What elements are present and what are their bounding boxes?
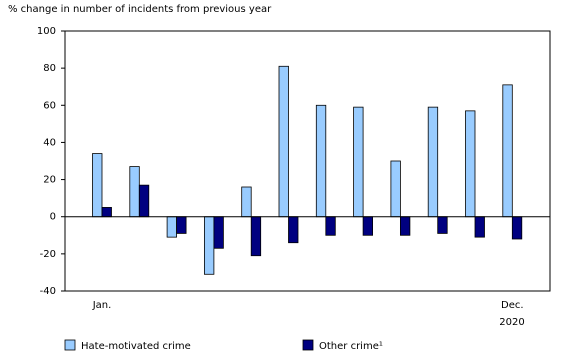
bar	[176, 216, 187, 234]
bar	[203, 216, 215, 275]
bar	[511, 216, 523, 240]
bar	[502, 84, 513, 218]
bar	[353, 106, 364, 218]
bar	[362, 216, 374, 236]
bar	[474, 216, 485, 238]
x-tick-label: Jan.	[92, 300, 112, 311]
bar	[101, 207, 112, 218]
bar	[166, 216, 178, 238]
bar	[325, 216, 336, 236]
bar	[250, 216, 262, 257]
x-axis-title: 2020	[499, 317, 524, 328]
y-axis-title: % change in number of incidents from pre…	[8, 4, 272, 15]
y-tick-label: 60	[43, 100, 56, 111]
bar	[92, 153, 103, 218]
legend-label: Hate-motivated crime	[81, 341, 191, 352]
y-tick-label: 80	[43, 63, 56, 74]
bar	[427, 106, 439, 218]
y-tick-label: 20	[43, 175, 56, 186]
bar	[138, 184, 150, 218]
y-tick-label: 40	[43, 137, 56, 148]
bar	[241, 186, 252, 218]
bar	[213, 216, 224, 249]
bar	[288, 216, 299, 244]
y-tick-label: -40	[40, 286, 56, 297]
bar	[129, 166, 140, 218]
legend-swatch	[64, 339, 76, 351]
bar	[278, 65, 289, 218]
legend-swatch	[302, 339, 314, 351]
x-tick-label: Dec.	[501, 300, 524, 311]
bar	[437, 216, 448, 234]
y-tick-label: -20	[40, 249, 56, 260]
bar	[465, 110, 476, 218]
bar	[390, 160, 401, 218]
y-tick-label: 0	[50, 212, 56, 223]
y-tick-label: 100	[37, 26, 56, 37]
bar	[315, 104, 327, 218]
plot-frame	[64, 30, 551, 292]
bar	[399, 216, 411, 236]
legend-label: Other crime¹	[319, 341, 383, 352]
